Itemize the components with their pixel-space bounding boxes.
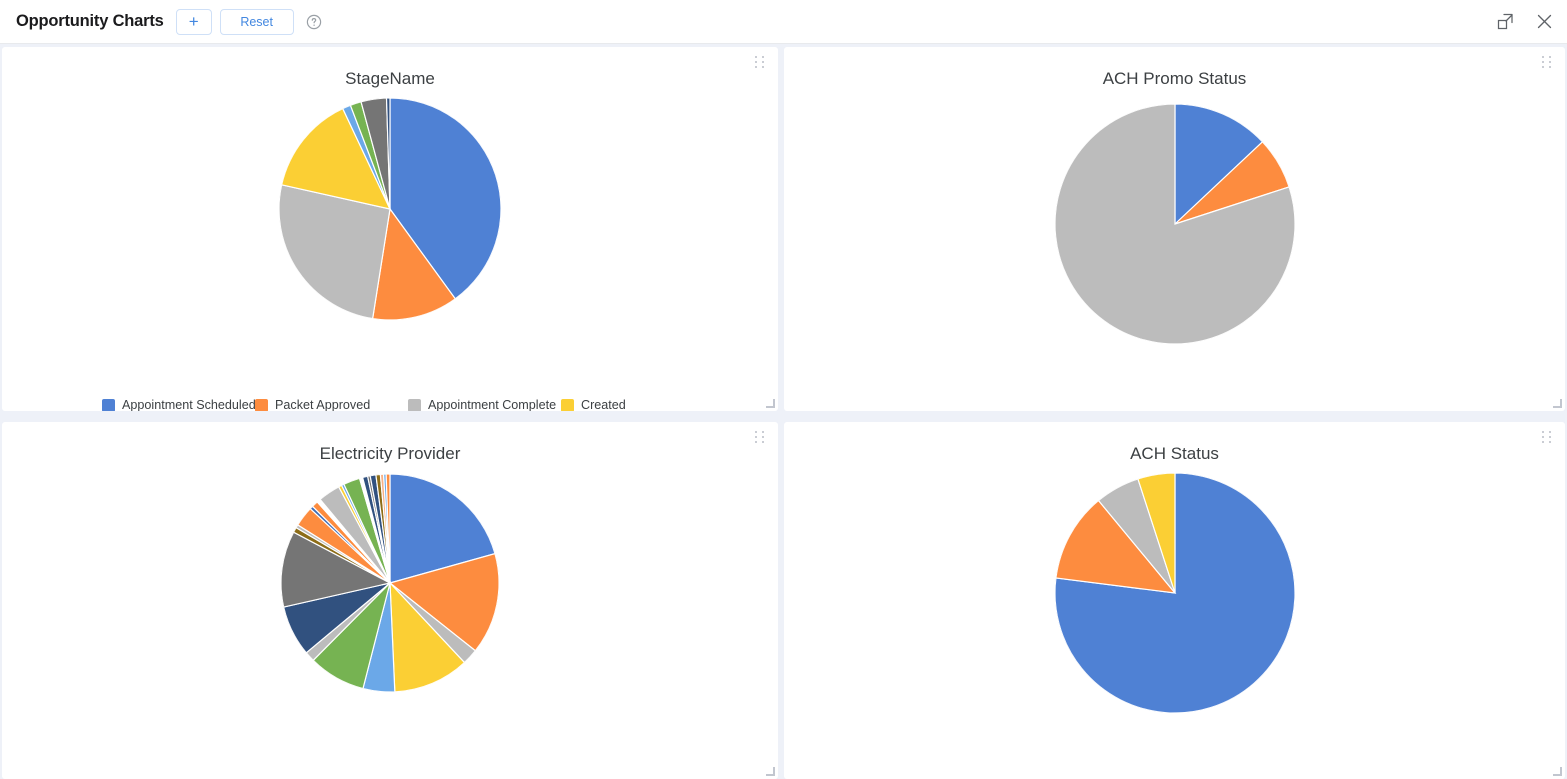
pie-slice[interactable] [389,581,466,692]
close-x-icon[interactable] [1536,13,1553,30]
legend-swatch [102,398,115,411]
pie-slice[interactable] [279,184,391,320]
panel-resize-handle[interactable] [1553,767,1562,776]
chart-panel-electricity-provider[interactable]: Electricity Provider Eversource Connecti… [2,422,778,779]
pie-slice[interactable] [280,107,392,210]
pie-slice[interactable] [1054,104,1295,344]
pie-slice[interactable] [371,207,457,320]
legend-item-stagename-2[interactable]: Appointment Complete [408,398,561,411]
pie-slice[interactable] [385,98,391,210]
pie-chart-electricity-provider [281,474,499,692]
pie-slice[interactable] [389,98,501,300]
reset-button-label: Reset [240,14,273,29]
legend-label: Packet Approved [275,398,371,411]
legend-label: Appointment Scheduled [122,398,256,411]
app-header: Opportunity Charts + Reset [0,0,1567,44]
legend-stagename: Appointment Scheduled Packet Approved Appo… [88,398,728,411]
legend-label: Appointment Complete [428,398,557,411]
drag-handle-icon[interactable] [755,56,767,70]
legend-item-stagename-1[interactable]: Packet Approved [255,398,408,411]
panel-resize-handle[interactable] [1553,399,1562,408]
drag-handle-icon[interactable] [1542,56,1554,70]
charts-board: StageName Appointment Scheduled Packet Ap… [0,44,1567,779]
chart-panel-ach-status[interactable]: ACH Status Email Not SentRegistered<blan… [784,422,1565,779]
chart-title-electricity-provider: Electricity Provider [319,444,461,463]
drag-handle-icon[interactable] [1542,431,1554,445]
pie-slice[interactable] [1173,104,1263,226]
panel-resize-handle[interactable] [766,767,775,776]
chart-panel-ach-promo-status[interactable]: ACH Promo Status Promo AppliedNot Applie… [784,47,1565,411]
expand-popout-icon[interactable] [1497,13,1514,30]
legend-swatch [255,398,268,411]
pie-chart-stagename [279,98,501,320]
chart-title-stagename: StageName [345,69,435,88]
pie-slice[interactable] [1054,499,1176,594]
pie-chart-ach-promo-status [1054,104,1295,344]
page-title: Opportunity Charts [16,12,164,30]
legend-item-stagename-0[interactable]: Appointment Scheduled [102,398,256,411]
chart-title-ach-status: ACH Status [1130,444,1219,463]
pie-slice[interactable] [281,531,392,608]
chart-title-ach-promo-status: ACH Promo Status [1102,69,1247,88]
question-circle-icon[interactable] [306,14,322,30]
pie-slice[interactable] [1136,473,1176,594]
pie-slice[interactable] [388,552,499,652]
drag-handle-icon[interactable] [755,431,767,445]
add-chart-button[interactable]: + [175,8,212,35]
chart-panel-stagename[interactable]: StageName Appointment Scheduled Packet Ap… [2,47,778,411]
pie-slice[interactable] [385,474,391,584]
pie-chart-ach-status [1054,473,1295,713]
panel-resize-handle[interactable] [766,399,775,408]
legend-label: Created [581,398,626,411]
legend-item-stagename-3[interactable]: Created [561,398,714,411]
window-controls [1497,13,1553,30]
legend-swatch [561,398,574,411]
pie-slice[interactable] [389,474,496,584]
legend-swatch [408,398,421,411]
plus-icon: + [188,12,199,31]
reset-button[interactable]: Reset [219,8,294,35]
